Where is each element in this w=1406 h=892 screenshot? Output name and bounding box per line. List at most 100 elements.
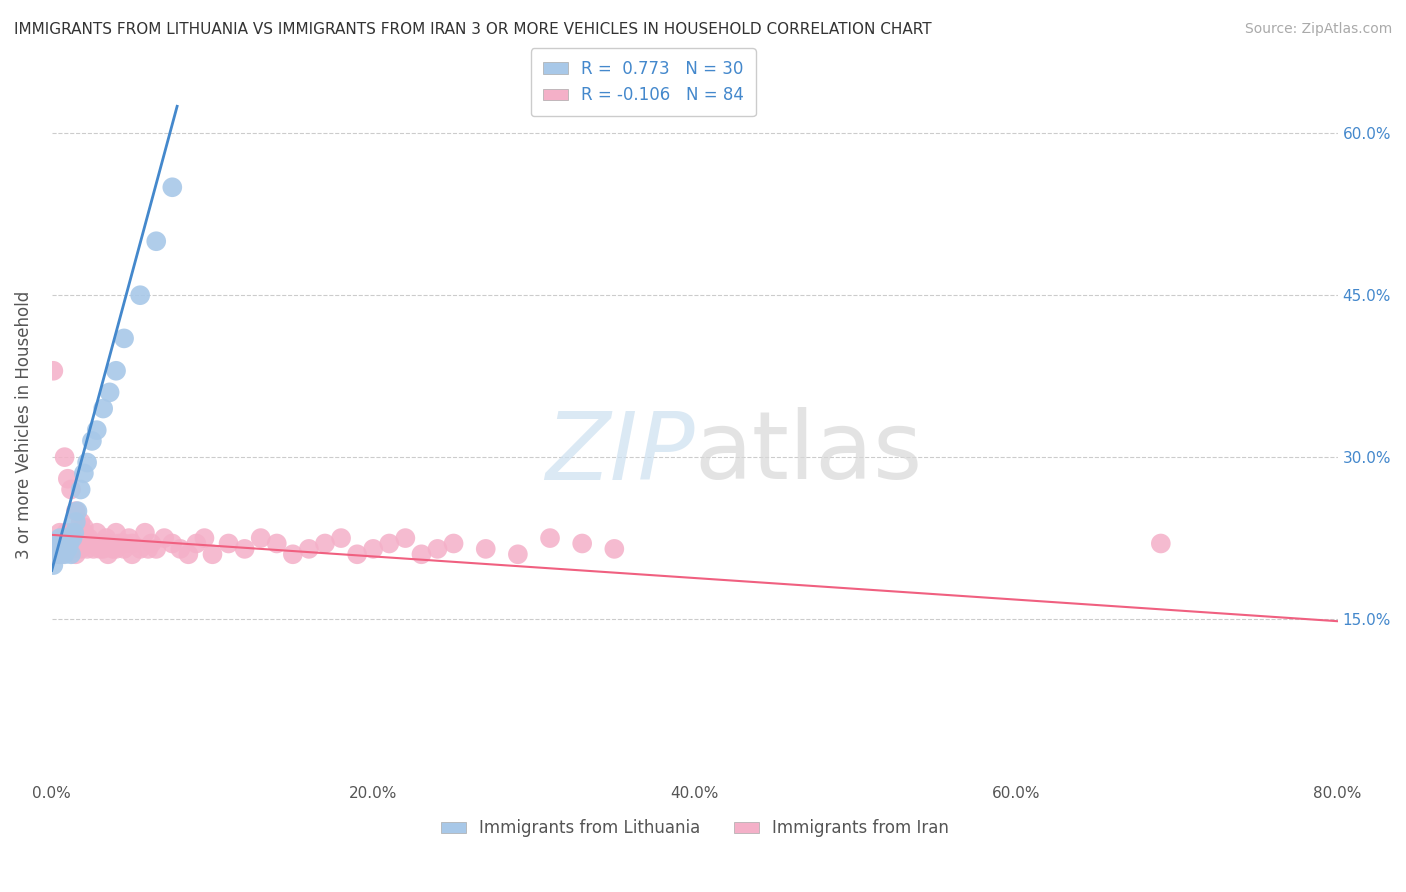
Text: IMMIGRANTS FROM LITHUANIA VS IMMIGRANTS FROM IRAN 3 OR MORE VEHICLES IN HOUSEHOL: IMMIGRANTS FROM LITHUANIA VS IMMIGRANTS … bbox=[14, 22, 932, 37]
Point bbox=[186, 536, 208, 550]
Point bbox=[44, 536, 66, 550]
Point bbox=[62, 531, 84, 545]
Point bbox=[89, 541, 111, 556]
Point bbox=[51, 536, 73, 550]
Point bbox=[46, 536, 69, 550]
Point bbox=[233, 541, 256, 556]
Point bbox=[136, 541, 159, 556]
Point bbox=[80, 434, 103, 448]
Point bbox=[80, 536, 103, 550]
Point bbox=[153, 531, 176, 545]
Point bbox=[145, 234, 167, 248]
Point bbox=[118, 531, 141, 545]
Point bbox=[96, 531, 118, 545]
Point bbox=[101, 541, 124, 556]
Point bbox=[97, 547, 120, 561]
Point bbox=[443, 536, 465, 550]
Point bbox=[65, 515, 87, 529]
Point bbox=[73, 520, 96, 534]
Point bbox=[83, 541, 105, 556]
Point bbox=[41, 536, 63, 550]
Point bbox=[538, 531, 561, 545]
Point bbox=[89, 536, 111, 550]
Point bbox=[112, 331, 135, 345]
Point bbox=[55, 541, 77, 556]
Point bbox=[66, 531, 89, 545]
Y-axis label: 3 or more Vehicles in Household: 3 or more Vehicles in Household bbox=[15, 291, 32, 559]
Legend: Immigrants from Lithuania, Immigrants from Iran: Immigrants from Lithuania, Immigrants fr… bbox=[434, 813, 956, 844]
Point bbox=[134, 525, 156, 540]
Text: ZIP: ZIP bbox=[546, 408, 695, 499]
Point bbox=[58, 536, 80, 550]
Point bbox=[49, 525, 72, 540]
Point bbox=[346, 547, 368, 561]
Point bbox=[98, 385, 121, 400]
Point bbox=[193, 531, 215, 545]
Point bbox=[121, 547, 143, 561]
Point bbox=[69, 483, 91, 497]
Point bbox=[52, 536, 75, 550]
Point bbox=[77, 531, 100, 545]
Point bbox=[60, 483, 83, 497]
Point bbox=[91, 541, 114, 556]
Point bbox=[571, 536, 593, 550]
Point bbox=[56, 541, 79, 556]
Point bbox=[330, 531, 353, 545]
Point bbox=[105, 364, 128, 378]
Point bbox=[86, 423, 108, 437]
Point bbox=[298, 541, 321, 556]
Point bbox=[76, 541, 98, 556]
Point bbox=[73, 525, 96, 540]
Point bbox=[76, 456, 98, 470]
Point bbox=[129, 541, 152, 556]
Point bbox=[603, 541, 626, 556]
Point bbox=[55, 531, 77, 545]
Point bbox=[86, 525, 108, 540]
Point bbox=[51, 547, 73, 561]
Point bbox=[162, 180, 184, 194]
Point bbox=[394, 531, 416, 545]
Point bbox=[249, 531, 271, 545]
Point bbox=[45, 536, 67, 550]
Point bbox=[98, 536, 121, 550]
Point bbox=[56, 472, 79, 486]
Point bbox=[53, 536, 76, 550]
Point bbox=[474, 541, 496, 556]
Point bbox=[162, 536, 184, 550]
Point bbox=[281, 547, 304, 561]
Point bbox=[105, 541, 128, 556]
Point bbox=[69, 541, 91, 556]
Point bbox=[80, 536, 103, 550]
Point bbox=[112, 536, 135, 550]
Point bbox=[60, 525, 83, 540]
Point bbox=[49, 547, 72, 561]
Point bbox=[49, 541, 72, 556]
Point bbox=[361, 541, 384, 556]
Point bbox=[145, 541, 167, 556]
Point bbox=[201, 547, 224, 561]
Point bbox=[75, 536, 97, 550]
Point bbox=[45, 547, 67, 561]
Point bbox=[65, 504, 87, 518]
Point bbox=[108, 536, 131, 550]
Point bbox=[62, 541, 84, 556]
Point bbox=[42, 364, 65, 378]
Point bbox=[63, 525, 86, 540]
Point bbox=[52, 531, 75, 545]
Point bbox=[66, 504, 89, 518]
Point bbox=[141, 536, 163, 550]
Point bbox=[91, 401, 114, 416]
Point bbox=[42, 558, 65, 572]
Point bbox=[60, 536, 83, 550]
Point bbox=[49, 531, 72, 545]
Point bbox=[121, 536, 143, 550]
Point bbox=[44, 541, 66, 556]
Point bbox=[65, 547, 87, 561]
Point bbox=[129, 288, 152, 302]
Point bbox=[56, 536, 79, 550]
Point bbox=[506, 547, 529, 561]
Point bbox=[314, 536, 336, 550]
Point bbox=[69, 515, 91, 529]
Point bbox=[73, 467, 96, 481]
Point bbox=[60, 547, 83, 561]
